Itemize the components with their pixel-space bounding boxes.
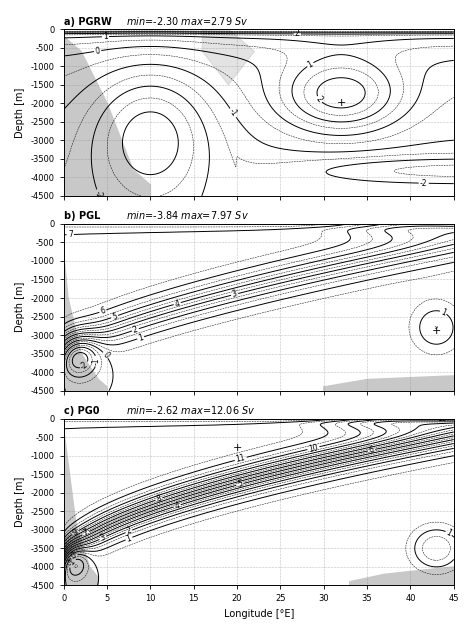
Text: 6: 6 — [368, 445, 375, 455]
Text: $\it{min}$=-2.62 $\it{max}$=12.06 $\it{Sv}$: $\it{min}$=-2.62 $\it{max}$=12.06 $\it{S… — [126, 404, 255, 416]
Text: 4: 4 — [173, 299, 181, 309]
Text: -2: -2 — [420, 179, 428, 188]
Text: 2: 2 — [314, 94, 324, 104]
Text: c) PG0: c) PG0 — [64, 406, 106, 416]
Polygon shape — [202, 29, 255, 85]
Text: -2: -2 — [79, 360, 90, 372]
Text: -1: -1 — [227, 107, 239, 119]
Text: 11: 11 — [235, 453, 246, 464]
Text: 0: 0 — [100, 351, 110, 360]
Text: 8: 8 — [155, 494, 163, 504]
Text: 10: 10 — [437, 414, 447, 424]
Text: 6: 6 — [99, 306, 107, 316]
Text: 5: 5 — [237, 479, 243, 489]
Text: -1: -1 — [66, 557, 78, 568]
Y-axis label: Depth [m]: Depth [m] — [15, 477, 25, 527]
Text: 1: 1 — [439, 307, 447, 318]
Text: 1: 1 — [137, 333, 144, 343]
Text: 5: 5 — [111, 311, 118, 321]
Polygon shape — [64, 29, 150, 196]
Y-axis label: Depth [m]: Depth [m] — [15, 282, 25, 332]
Text: $\it{min}$=-3.84 $\it{max}$=7.97 $\it{Sv}$: $\it{min}$=-3.84 $\it{max}$=7.97 $\it{Sv… — [126, 209, 249, 221]
Polygon shape — [64, 224, 107, 391]
Text: 0: 0 — [70, 551, 78, 561]
Text: 2: 2 — [125, 526, 133, 536]
Polygon shape — [324, 376, 454, 391]
Text: 1: 1 — [125, 534, 133, 543]
Text: 3: 3 — [99, 533, 107, 543]
Text: 4: 4 — [173, 501, 181, 511]
Text: 0: 0 — [95, 46, 100, 56]
Y-axis label: Depth [m]: Depth [m] — [15, 87, 25, 138]
Text: 7: 7 — [82, 528, 90, 538]
Text: -1: -1 — [92, 358, 101, 365]
Text: +: + — [232, 443, 242, 453]
Text: $\it{min}$=-2.30 $\it{max}$=2.79 $\it{Sv}$: $\it{min}$=-2.30 $\it{max}$=2.79 $\it{Sv… — [126, 15, 248, 27]
Text: 3: 3 — [231, 290, 238, 299]
Text: 1: 1 — [103, 32, 108, 41]
Text: +: + — [432, 327, 441, 337]
Text: 1: 1 — [306, 60, 315, 70]
Text: a) PGRW: a) PGRW — [64, 16, 118, 27]
Text: b) PGL: b) PGL — [64, 211, 107, 221]
Text: 1: 1 — [445, 528, 453, 538]
Text: 2: 2 — [132, 325, 139, 335]
Text: -2: -2 — [93, 190, 104, 200]
Text: 9: 9 — [71, 527, 80, 538]
Text: 7: 7 — [68, 230, 73, 239]
X-axis label: Longitude [°E]: Longitude [°E] — [224, 609, 294, 619]
Text: 10: 10 — [308, 443, 319, 453]
Text: 2: 2 — [295, 29, 300, 39]
Polygon shape — [350, 567, 454, 585]
Text: +: + — [337, 98, 346, 108]
Polygon shape — [64, 418, 99, 585]
